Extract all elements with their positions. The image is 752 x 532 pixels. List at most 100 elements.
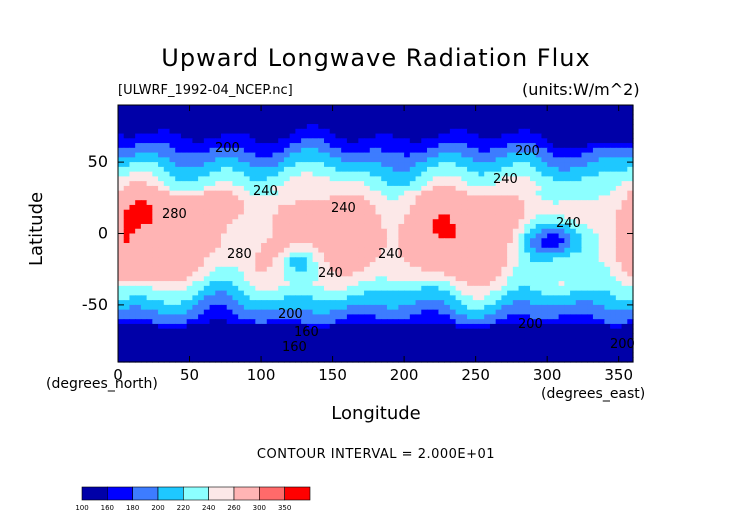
field-cell bbox=[203, 333, 211, 339]
field-cell bbox=[186, 147, 193, 154]
field-cell bbox=[243, 342, 251, 349]
field-cell bbox=[192, 271, 199, 277]
field-cell bbox=[329, 252, 337, 258]
field-cell bbox=[570, 133, 577, 139]
field-cell bbox=[552, 319, 560, 325]
field-cell bbox=[364, 166, 371, 173]
field-cell bbox=[558, 243, 565, 249]
field-cell bbox=[427, 357, 434, 363]
field-cell bbox=[524, 314, 531, 320]
field-cell bbox=[369, 281, 377, 287]
field-cell bbox=[295, 152, 302, 158]
field-cell bbox=[558, 266, 565, 273]
field-cell bbox=[386, 152, 394, 158]
field-cell bbox=[364, 171, 371, 177]
field-cell bbox=[547, 352, 554, 358]
field-cell bbox=[198, 147, 205, 154]
field-cell bbox=[152, 295, 159, 301]
field-cell bbox=[352, 128, 359, 135]
field-cell bbox=[266, 147, 274, 154]
field-cell bbox=[386, 281, 394, 287]
field-cell bbox=[129, 300, 136, 306]
field-cell bbox=[255, 209, 262, 216]
field-cell bbox=[478, 323, 485, 330]
field-cell bbox=[478, 133, 485, 139]
field-cell bbox=[489, 266, 497, 273]
field-cell bbox=[318, 124, 325, 130]
field-cell bbox=[587, 314, 594, 320]
field-cell bbox=[472, 238, 480, 244]
field-cell bbox=[129, 357, 136, 363]
field-cell bbox=[346, 162, 354, 168]
field-cell bbox=[118, 143, 125, 149]
field-cell bbox=[169, 290, 176, 296]
field-cell bbox=[203, 276, 211, 282]
field-cell bbox=[146, 333, 153, 339]
field-cell bbox=[524, 219, 531, 225]
field-cell bbox=[129, 309, 136, 316]
field-cell bbox=[175, 257, 182, 263]
field-cell bbox=[186, 223, 193, 230]
field-cell bbox=[535, 304, 543, 311]
field-cell bbox=[575, 295, 583, 301]
field-cell bbox=[541, 181, 548, 187]
field-cell bbox=[146, 323, 153, 330]
field-cell bbox=[415, 300, 422, 306]
field-cell bbox=[135, 262, 142, 268]
field-cell bbox=[352, 281, 359, 287]
field-cell bbox=[312, 185, 319, 192]
field-cell bbox=[186, 333, 193, 339]
field-cell bbox=[375, 195, 382, 201]
field-cell bbox=[180, 190, 188, 197]
field-cell bbox=[386, 333, 394, 339]
field-cell bbox=[484, 105, 491, 111]
field-cell bbox=[243, 233, 251, 239]
field-cell bbox=[341, 105, 348, 111]
field-cell bbox=[524, 209, 531, 216]
field-cell bbox=[552, 262, 560, 268]
field-cell bbox=[295, 166, 302, 173]
field-cell bbox=[238, 285, 245, 292]
field-cell bbox=[152, 181, 159, 187]
field-cell bbox=[118, 162, 125, 168]
x-tick-label: 350 bbox=[604, 366, 633, 384]
field-cell bbox=[518, 195, 525, 201]
field-cell bbox=[118, 214, 125, 220]
field-cell bbox=[409, 157, 417, 163]
field-cell bbox=[306, 204, 314, 211]
field-cell bbox=[621, 152, 628, 158]
field-cell bbox=[146, 223, 153, 230]
field-cell bbox=[198, 166, 205, 173]
field-cell bbox=[552, 285, 560, 292]
field-cell bbox=[427, 347, 434, 354]
field-cell bbox=[615, 143, 623, 149]
field-cell bbox=[329, 124, 337, 130]
field-cell bbox=[489, 200, 497, 206]
field-cell bbox=[404, 252, 411, 258]
field-cell bbox=[409, 114, 417, 120]
field-cell bbox=[135, 271, 142, 277]
contour-label: 280 bbox=[227, 247, 252, 262]
field-cell bbox=[449, 333, 457, 339]
field-cell bbox=[146, 347, 153, 354]
field-cell bbox=[455, 300, 462, 306]
field-cell bbox=[278, 147, 285, 154]
field-cell bbox=[369, 266, 377, 273]
field-cell bbox=[272, 247, 279, 254]
field-cell bbox=[135, 124, 142, 130]
field-cell bbox=[215, 214, 222, 220]
field-cell bbox=[621, 190, 628, 197]
field-cell bbox=[564, 352, 571, 358]
field-cell bbox=[621, 171, 628, 177]
field-cell bbox=[289, 219, 296, 225]
field-cell bbox=[444, 138, 451, 144]
field-cell bbox=[621, 238, 628, 244]
field-cell bbox=[621, 124, 628, 130]
field-cell bbox=[610, 195, 617, 201]
field-cell bbox=[180, 204, 188, 211]
field-cell bbox=[398, 223, 405, 230]
field-cell bbox=[495, 147, 502, 154]
field-cell bbox=[547, 105, 554, 111]
field-cell bbox=[232, 357, 239, 363]
field-cell bbox=[375, 281, 382, 287]
